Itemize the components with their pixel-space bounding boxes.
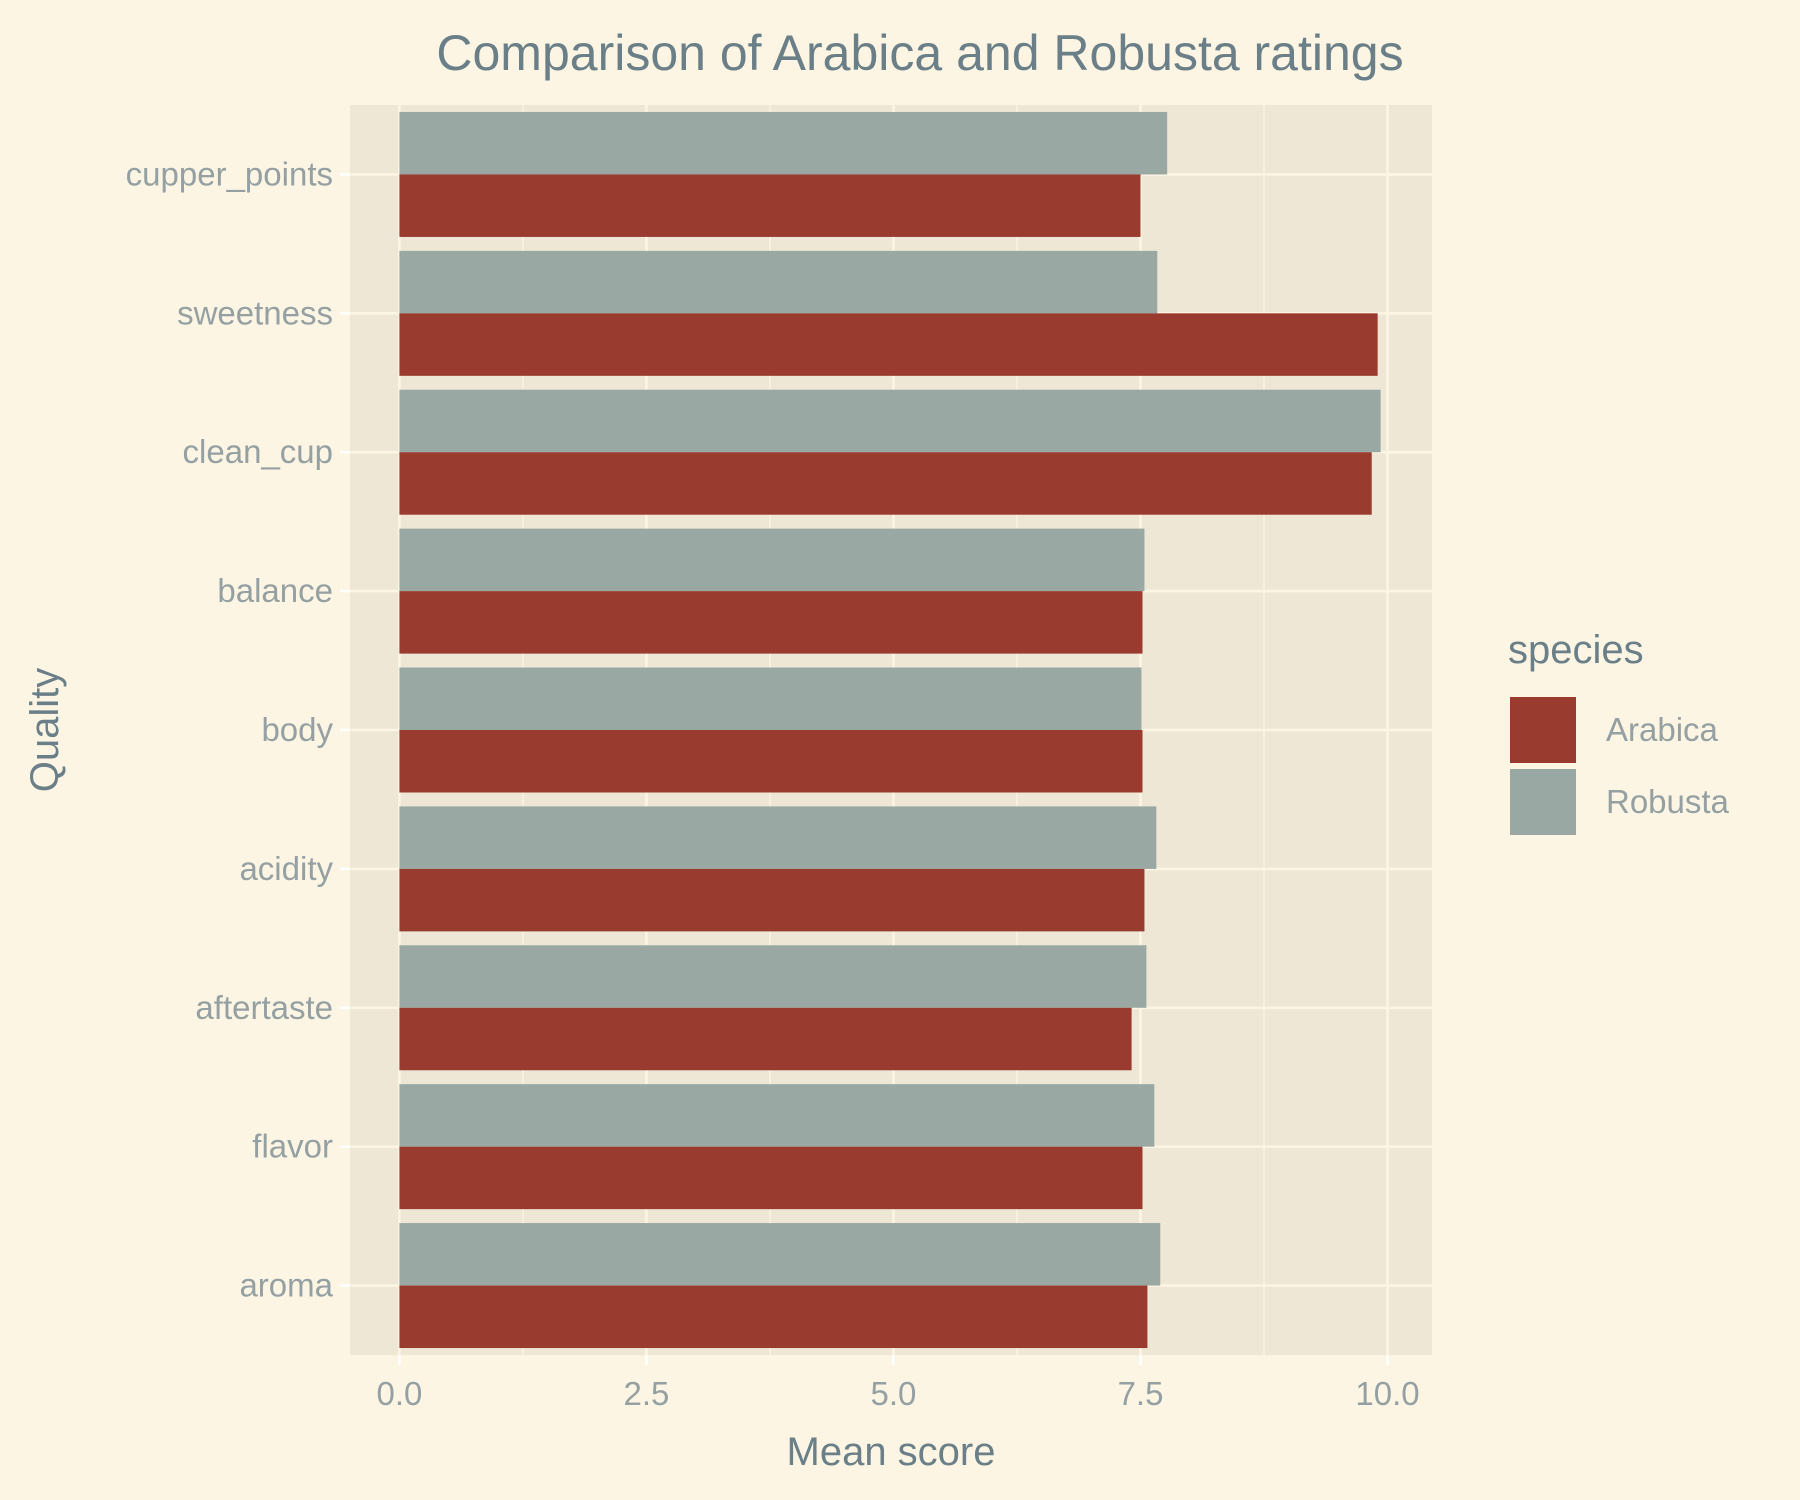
x-tick-label: 2.5 bbox=[624, 1375, 670, 1412]
bar-robusta-balance bbox=[399, 528, 1145, 592]
bars bbox=[399, 111, 1381, 1349]
legend-title: species bbox=[1508, 628, 1644, 672]
bar-arabica-aftertaste bbox=[399, 1007, 1132, 1071]
legend: species Arabica Robusta bbox=[1508, 628, 1730, 835]
bar-arabica-clean_cup bbox=[399, 452, 1372, 515]
bar-arabica-aroma bbox=[399, 1285, 1148, 1349]
chart-title: Comparison of Arabica and Robusta rating… bbox=[436, 25, 1403, 81]
bar-arabica-acidity bbox=[399, 868, 1145, 932]
bar-robusta-body bbox=[399, 667, 1142, 730]
y-axis: aroma flavor aftertaste acidity body balance c… bbox=[126, 155, 350, 1304]
y-tick-label: aftertaste bbox=[195, 989, 333, 1026]
x-axis-title: Mean score bbox=[787, 1430, 996, 1474]
y-tick-label: flavor bbox=[252, 1128, 333, 1165]
y-tick-label: cupper_points bbox=[126, 155, 333, 192]
y-tick-label: clean_cup bbox=[183, 433, 333, 470]
x-tick-label: 10.0 bbox=[1355, 1375, 1419, 1412]
y-tick-label: acidity bbox=[239, 850, 333, 887]
x-tick-label: 5.0 bbox=[871, 1375, 917, 1412]
y-axis-title: Quality bbox=[23, 668, 67, 793]
y-tick-label: balance bbox=[217, 572, 333, 609]
legend-key-arabica bbox=[1510, 697, 1576, 763]
bar-robusta-acidity bbox=[399, 806, 1157, 869]
bar-arabica-cupper_points bbox=[399, 174, 1141, 237]
bar-arabica-sweetness bbox=[399, 313, 1378, 376]
bar-robusta-flavor bbox=[399, 1084, 1155, 1147]
bar-robusta-sweetness bbox=[399, 250, 1158, 314]
y-tick-label: aroma bbox=[239, 1267, 333, 1304]
bar-robusta-aroma bbox=[399, 1223, 1161, 1286]
bar-arabica-flavor bbox=[399, 1146, 1143, 1210]
bar-robusta-cupper_points bbox=[399, 111, 1168, 175]
bar-robusta-aftertaste bbox=[399, 945, 1147, 1008]
y-tick-label: body bbox=[261, 711, 333, 748]
legend-label-robusta: Robusta bbox=[1606, 783, 1730, 820]
legend-label-arabica: Arabica bbox=[1606, 711, 1719, 748]
y-tick-label: sweetness bbox=[177, 294, 333, 331]
x-tick-label: 7.5 bbox=[1118, 1375, 1164, 1412]
bar-arabica-balance bbox=[399, 591, 1143, 654]
bar-arabica-body bbox=[399, 730, 1143, 793]
x-axis: 0.0 2.5 5.0 7.5 10.0 bbox=[376, 1355, 1420, 1412]
bar-robusta-clean_cup bbox=[399, 389, 1381, 453]
x-tick-label: 0.0 bbox=[376, 1375, 422, 1412]
legend-key-robusta bbox=[1510, 769, 1576, 835]
